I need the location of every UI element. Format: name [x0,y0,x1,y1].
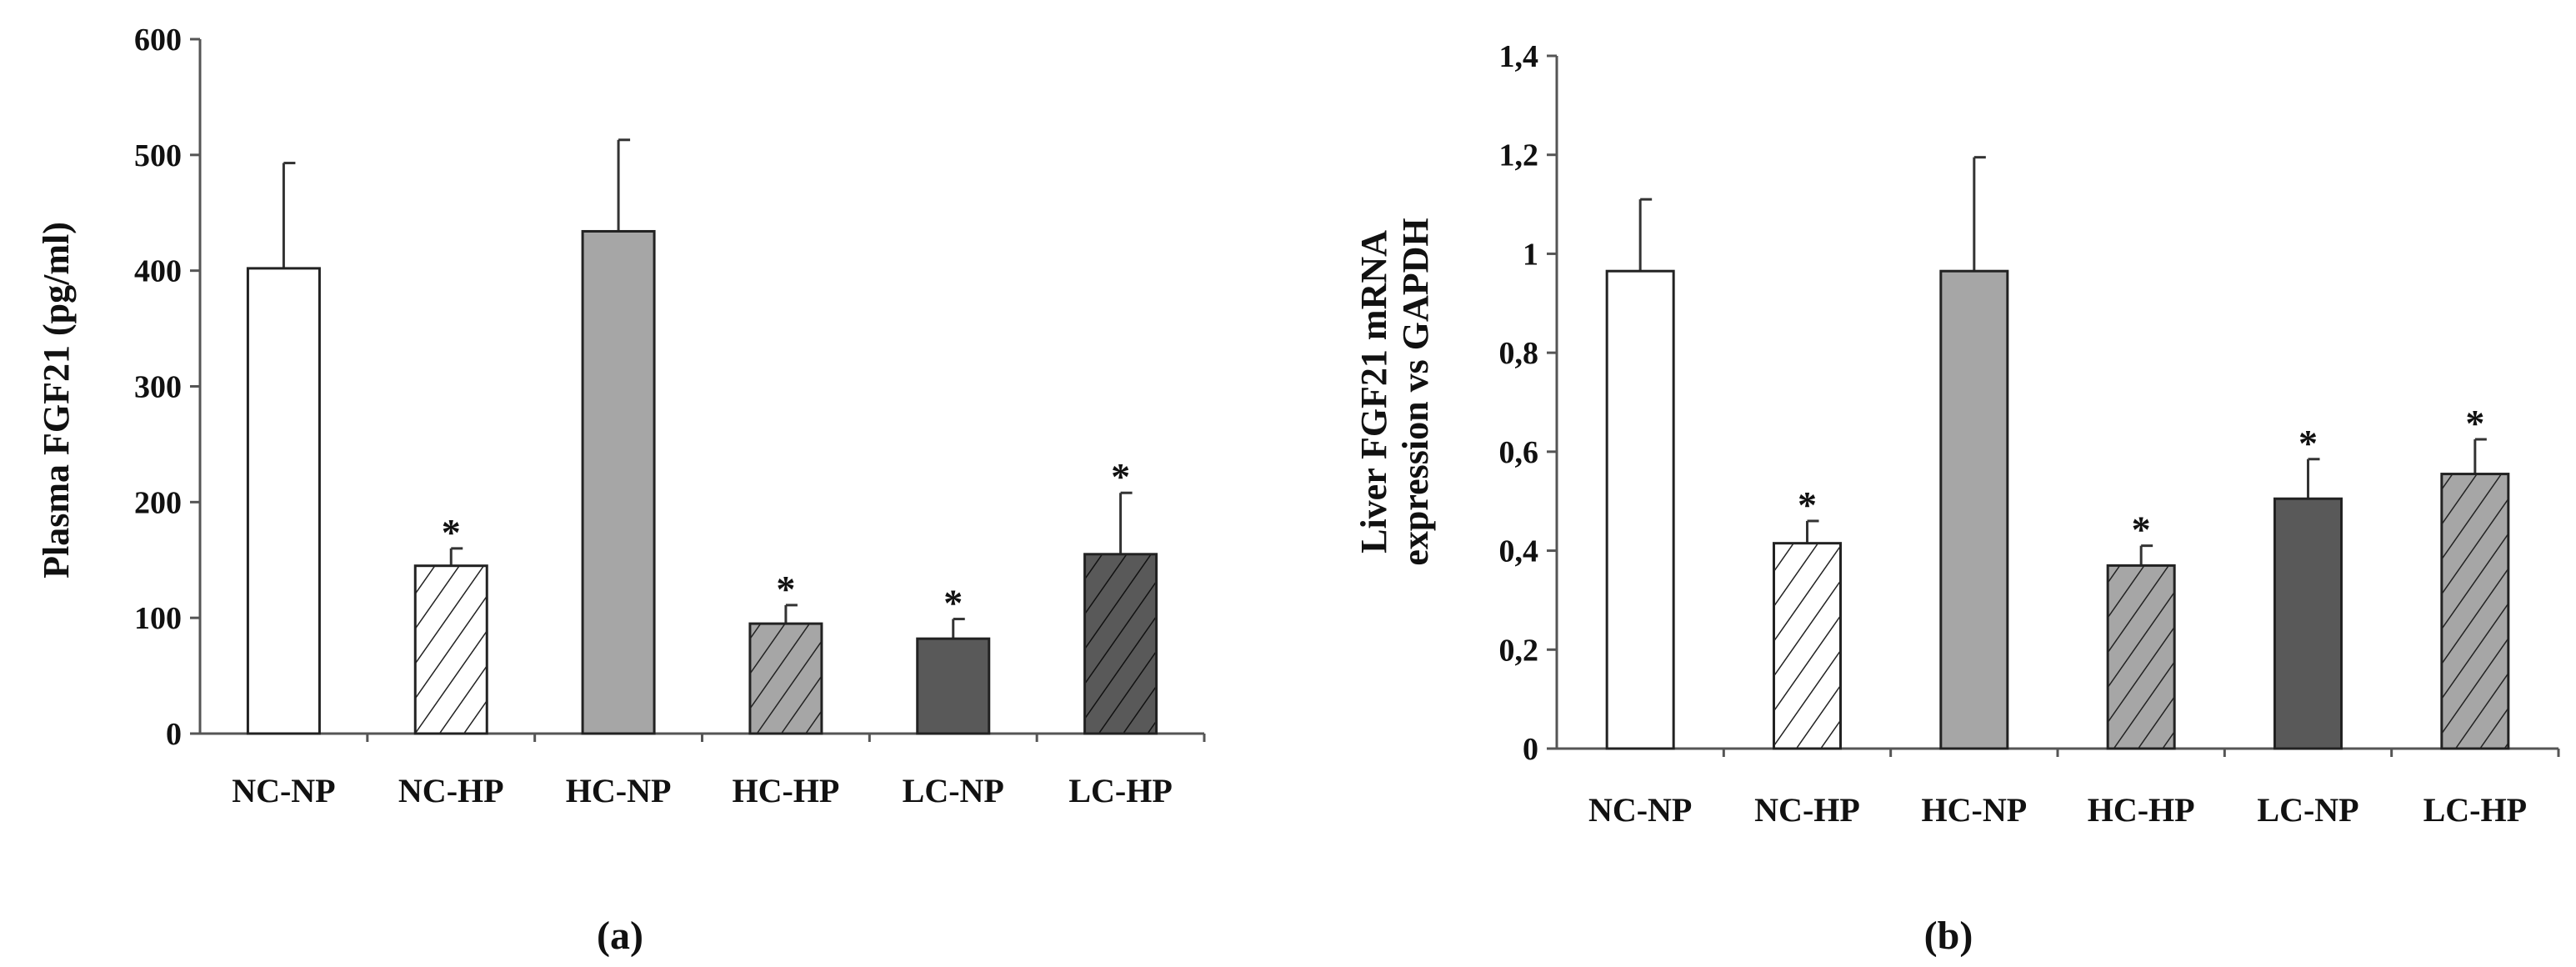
chart-a-significance-marker: * [442,511,461,554]
chart-a-ytick-label: 0 [166,717,182,752]
chart-b-ytick-label: 0,4 [1499,534,1539,569]
chart-b-category-label: HC-HP [2088,791,2195,829]
chart-a-ytick-label: 600 [134,23,182,58]
chart-a-category-label: HC-NP [566,772,672,809]
chart-a-significance-marker: * [776,568,795,610]
chart-b-category-label: LC-HP [2423,791,2527,829]
chart-b-ytick-label: 1 [1523,237,1538,272]
chart-a-bar-nc-hp [413,564,488,735]
chart-a-bar-lc-np [916,637,991,735]
chart-a-category-label: LC-NP [903,772,1004,809]
chart-b-category-label: HC-NP [1922,791,2028,829]
chart-a-bar-lc-hp [1083,553,1158,735]
chart-a-ylabel: Plasma FGF21 (pg/ml) [36,222,77,579]
chart-a-significance-marker: * [943,582,963,624]
chart-b-ytick-label: 0,2 [1499,633,1539,668]
chart-b-bar-hc-np [1939,269,2009,750]
chart-b-ytick-label: 0,8 [1499,336,1539,371]
chart-b-bar-lc-np [2273,497,2343,750]
chart-b-bar-hc-hp [2106,564,2176,750]
chart-a-bar-hc-np [581,229,656,735]
chart-a-panel-label: (a) [597,914,643,958]
chart-b: 0 0,2 0,4 0,6 0,8 1 1,2 1,4 NC-NP * NC-HP HC-NP * HC-… [1499,39,2560,829]
chart-a-ytick-label: 500 [134,138,182,173]
chart-b-category-label: NC-NP [1588,791,1692,829]
chart-b-ylabel-line2: expression vs GAPDH [1395,218,1436,565]
chart-a-ytick-label: 100 [134,601,182,636]
chart-b-ytick-label: 0 [1523,732,1538,767]
chart-b-ytick-label: 1,4 [1499,39,1539,74]
chart-b-ytick-label: 0,6 [1499,435,1539,470]
chart-b-bar-nc-hp [1773,542,1842,750]
chart-b-significance-marker: * [2132,509,2151,551]
chart-b-significance-marker: * [1798,484,1817,526]
chart-b-significance-marker: * [2465,402,2484,444]
chart-a-bar-hc-hp [748,622,823,735]
chart-a-category-label: NC-NP [232,772,335,809]
chart-a-ytick-label: 200 [134,485,182,520]
chart-a-category-label: HC-HP [732,772,839,809]
chart-b-panel-label: (b) [1924,914,1973,958]
chart-a-significance-marker: * [1111,455,1130,498]
chart-a-ytick-label: 300 [134,370,182,405]
chart-b-bar-nc-np [1605,269,1675,750]
chart-a-category-label: NC-HP [398,772,504,809]
chart-a-ytick-label: 400 [134,254,182,289]
chart-b-bar-lc-hp [2440,473,2510,750]
chart-a-category-label: LC-HP [1068,772,1172,809]
chart-b-significance-marker: * [2298,422,2318,464]
chart-b-ytick-label: 1,2 [1499,138,1539,173]
chart-b-category-label: NC-HP [1754,791,1860,829]
chart-a-bar-nc-np [246,267,321,735]
chart-b-category-label: LC-NP [2257,791,2358,829]
chart-a: 0 100 200 300 400 500 600 NC-NP * NC-HP HC-NP * HC-H… [134,23,1206,809]
chart-b-ylabel-line1: Liver FGF21 mRNA [1353,230,1394,554]
